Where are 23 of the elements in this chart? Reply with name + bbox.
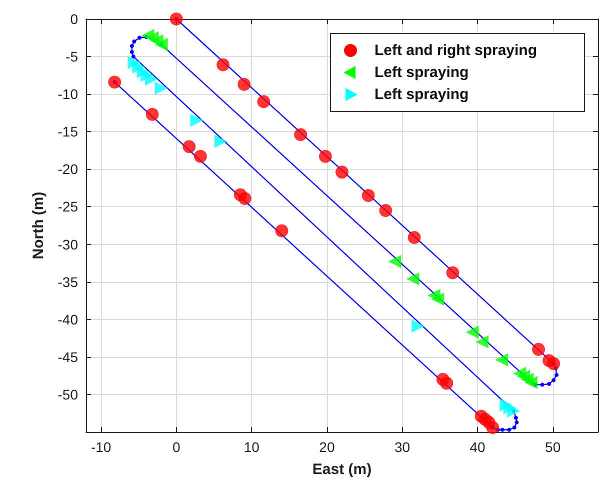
y-tick-label: -50 — [58, 386, 78, 402]
x-tick-label: 0 — [172, 439, 180, 455]
y-tick-label: -30 — [58, 236, 78, 252]
x-axis-title: East (m) — [312, 461, 372, 478]
x-tick-label: 40 — [470, 439, 486, 455]
y-tick-label: -35 — [58, 274, 78, 290]
y-tick-label: -5 — [66, 48, 78, 65]
y-tick-label: -40 — [58, 311, 78, 328]
x-tick-label: 10 — [244, 439, 260, 455]
y-tick-label: -45 — [58, 348, 78, 365]
y-tick-label: -15 — [58, 124, 78, 140]
x-tick-label: -10 — [90, 439, 112, 455]
y-axis-title: North (m) — [30, 192, 47, 260]
y-tick-label: 0 — [70, 11, 78, 27]
legend-label: Left spraying — [374, 64, 469, 81]
y-tick-label: -25 — [58, 198, 78, 215]
x-tick-label: 50 — [545, 439, 561, 455]
y-tick-label: -20 — [58, 161, 78, 178]
y-tick-label: -10 — [58, 86, 78, 102]
legend-label: Left spraying — [374, 86, 469, 103]
x-tick-label: 30 — [394, 439, 410, 455]
legend-label: Left and right spraying — [374, 42, 538, 59]
x-tick-label: 20 — [319, 439, 335, 455]
